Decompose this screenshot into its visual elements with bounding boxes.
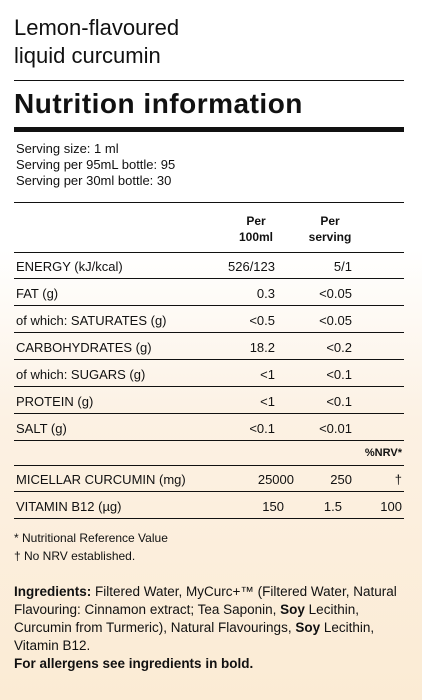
divider [14, 80, 404, 81]
table-row: MICELLAR CURCUMIN (mg) 25000 250 † [14, 466, 404, 492]
column-header-per-100ml-line2: 100ml [238, 230, 274, 244]
product-title: Lemon-flavoured liquid curcumin [14, 14, 179, 70]
nrv-column-header: %NRV* [364, 447, 402, 459]
product-title-line2: liquid curcumin [14, 43, 161, 68]
row-per-serving: <0.05 [319, 286, 352, 301]
row-nrv: 100 [380, 499, 402, 514]
table-row: PROTEIN (g) <1 <0.1 [14, 388, 404, 414]
row-per-serving: <0.1 [326, 367, 352, 382]
row-nrv: † [394, 472, 402, 487]
row-per-100ml: 25000 [257, 472, 294, 487]
divider [14, 465, 404, 466]
product-title-line1: Lemon-flavoured [14, 15, 180, 40]
serving-per-30ml: Serving per 30ml bottle: 30 [16, 173, 172, 188]
allergen-note: For allergens see ingredients in bold. [14, 656, 254, 671]
ingredients-block: Ingredients: Filtered Water, MyCurc+™ (F… [14, 583, 406, 673]
row-label: PROTEIN (g) [16, 394, 94, 409]
row-label: of which: SATURATES (g) [16, 313, 167, 328]
column-header-per-100ml-line1: Per [246, 214, 266, 228]
serving-size: Serving size: 1 ml [16, 141, 119, 156]
nrv-footnote: * Nutritional Reference Value [14, 531, 168, 545]
divider [14, 252, 404, 253]
row-per-serving: <0.05 [319, 313, 352, 328]
row-divider [14, 332, 404, 333]
row-divider [14, 413, 404, 414]
row-divider [14, 359, 404, 360]
row-per-100ml: <1 [260, 367, 275, 382]
row-divider [14, 440, 404, 441]
column-header-per-serving: Per serving [300, 213, 360, 245]
row-divider [14, 278, 404, 279]
row-per-serving: <0.1 [326, 394, 352, 409]
row-divider [14, 518, 404, 519]
dagger-footnote: † No NRV established. [14, 549, 136, 563]
allergen-soy: Soy [280, 602, 305, 617]
nutrition-heading: Nutrition information [14, 88, 303, 119]
row-label: VITAMIN B12 (µg) [16, 499, 122, 514]
row-divider [14, 491, 404, 492]
table-row: VITAMIN B12 (µg) 150 1.5 100 [14, 493, 404, 519]
ingredients-part-b: Lecithin, Curcumin from Turmeric), Natur… [14, 602, 359, 635]
table-row: SALT (g) <0.1 <0.01 [14, 415, 404, 441]
row-divider [14, 305, 404, 306]
ingredients-text: Ingredients: Filtered Water, MyCurc+™ (F… [14, 583, 406, 655]
row-label: SALT (g) [16, 421, 67, 436]
row-label: FAT (g) [16, 286, 59, 301]
row-label: of which: SUGARS (g) [16, 367, 146, 382]
column-header-per-serving-line1: Per [320, 214, 340, 228]
table-row: CARBOHYDRATES (g) 18.2 <0.2 [14, 334, 404, 360]
row-divider [14, 386, 404, 387]
row-label: MICELLAR CURCUMIN (mg) [16, 472, 186, 487]
allergen-soy: Soy [295, 620, 321, 635]
ingredients-part-a: Filtered Water, MyCurc+™ (Filtered Water… [14, 584, 397, 617]
table-row: FAT (g) 0.3 <0.05 [14, 280, 404, 306]
ingredients-label: Ingredients: [14, 584, 92, 599]
row-per-100ml: <1 [260, 394, 275, 409]
serving-info: Serving size: 1 ml Serving per 95mL bott… [16, 141, 175, 189]
row-per-100ml: 18.2 [249, 340, 275, 355]
row-per-100ml: <0.5 [249, 313, 275, 328]
row-per-100ml: 150 [262, 499, 284, 514]
row-label: CARBOHYDRATES (g) [16, 340, 152, 355]
ingredients-part-c: Lecithin, Vitamin B12. [14, 620, 375, 653]
row-per-serving: <0.01 [319, 421, 352, 436]
row-per-100ml: 0.3 [256, 286, 275, 301]
thick-divider [14, 127, 404, 132]
row-per-serving: 1.5 [323, 499, 342, 514]
footnotes: * Nutritional Reference Value † No NRV e… [14, 529, 168, 565]
row-per-100ml: 526/123 [228, 259, 275, 274]
serving-per-95ml: Serving per 95mL bottle: 95 [16, 157, 176, 172]
row-per-serving: 5/1 [333, 259, 352, 274]
row-per-serving: 250 [330, 472, 352, 487]
column-header-per-100ml: Per 100ml [226, 213, 286, 245]
row-per-100ml: <0.1 [249, 421, 275, 436]
row-per-serving: <0.2 [326, 340, 352, 355]
table-row: ENERGY (kJ/kcal) 526/123 5/1 [14, 253, 404, 279]
column-header-per-serving-line2: serving [308, 230, 352, 244]
row-label: ENERGY (kJ/kcal) [16, 259, 123, 274]
divider [14, 202, 404, 203]
table-row: of which: SATURATES (g) <0.5 <0.05 [14, 307, 404, 333]
table-row: of which: SUGARS (g) <1 <0.1 [14, 361, 404, 387]
